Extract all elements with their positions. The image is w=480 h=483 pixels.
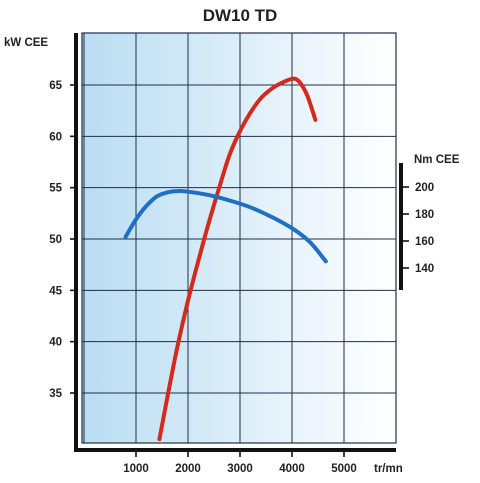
- y-right-tick-label: 180: [415, 209, 434, 221]
- y-axis-right-ticks: 140 160 180 200: [401, 182, 434, 275]
- y-left-tick-label: 65: [49, 80, 62, 92]
- y-left-tick-label: 35: [49, 388, 62, 400]
- x-axis-ticks: 1000 2000 3000 4000 5000: [123, 450, 357, 475]
- x-tick-label: 1000: [123, 463, 149, 475]
- y-left-tick-label: 40: [49, 337, 62, 349]
- y-right-tick-label: 140: [415, 263, 434, 275]
- y-left-tick-label: 55: [49, 183, 62, 195]
- y-right-tick-label: 200: [415, 182, 434, 194]
- plot-background: [82, 33, 396, 443]
- y-axis-left-label: kW CEE: [4, 37, 48, 49]
- y-axis-left-ticks: 35 40 45 50 55 60 65: [49, 80, 78, 400]
- x-axis-label: tr/mn: [374, 463, 403, 475]
- x-tick-label: 5000: [331, 463, 357, 475]
- power-curve-line: [157, 76, 318, 442]
- y-left-tick-label: 50: [49, 234, 62, 246]
- y-left-tick-label: 60: [49, 131, 62, 143]
- x-tick-label: 4000: [279, 463, 305, 475]
- plot-frame: [81, 32, 397, 444]
- y-axis-right-label: Nm CEE: [414, 154, 460, 166]
- y-right-tick-label: 160: [415, 236, 434, 248]
- torque-curve-line: [123, 189, 328, 264]
- y-left-tick-label: 45: [49, 285, 62, 297]
- series-layer: [123, 76, 328, 442]
- chart-title: DW10 TD: [203, 6, 278, 25]
- grid-lines: [82, 33, 396, 443]
- x-tick-label: 2000: [175, 463, 201, 475]
- x-tick-label: 3000: [227, 463, 253, 475]
